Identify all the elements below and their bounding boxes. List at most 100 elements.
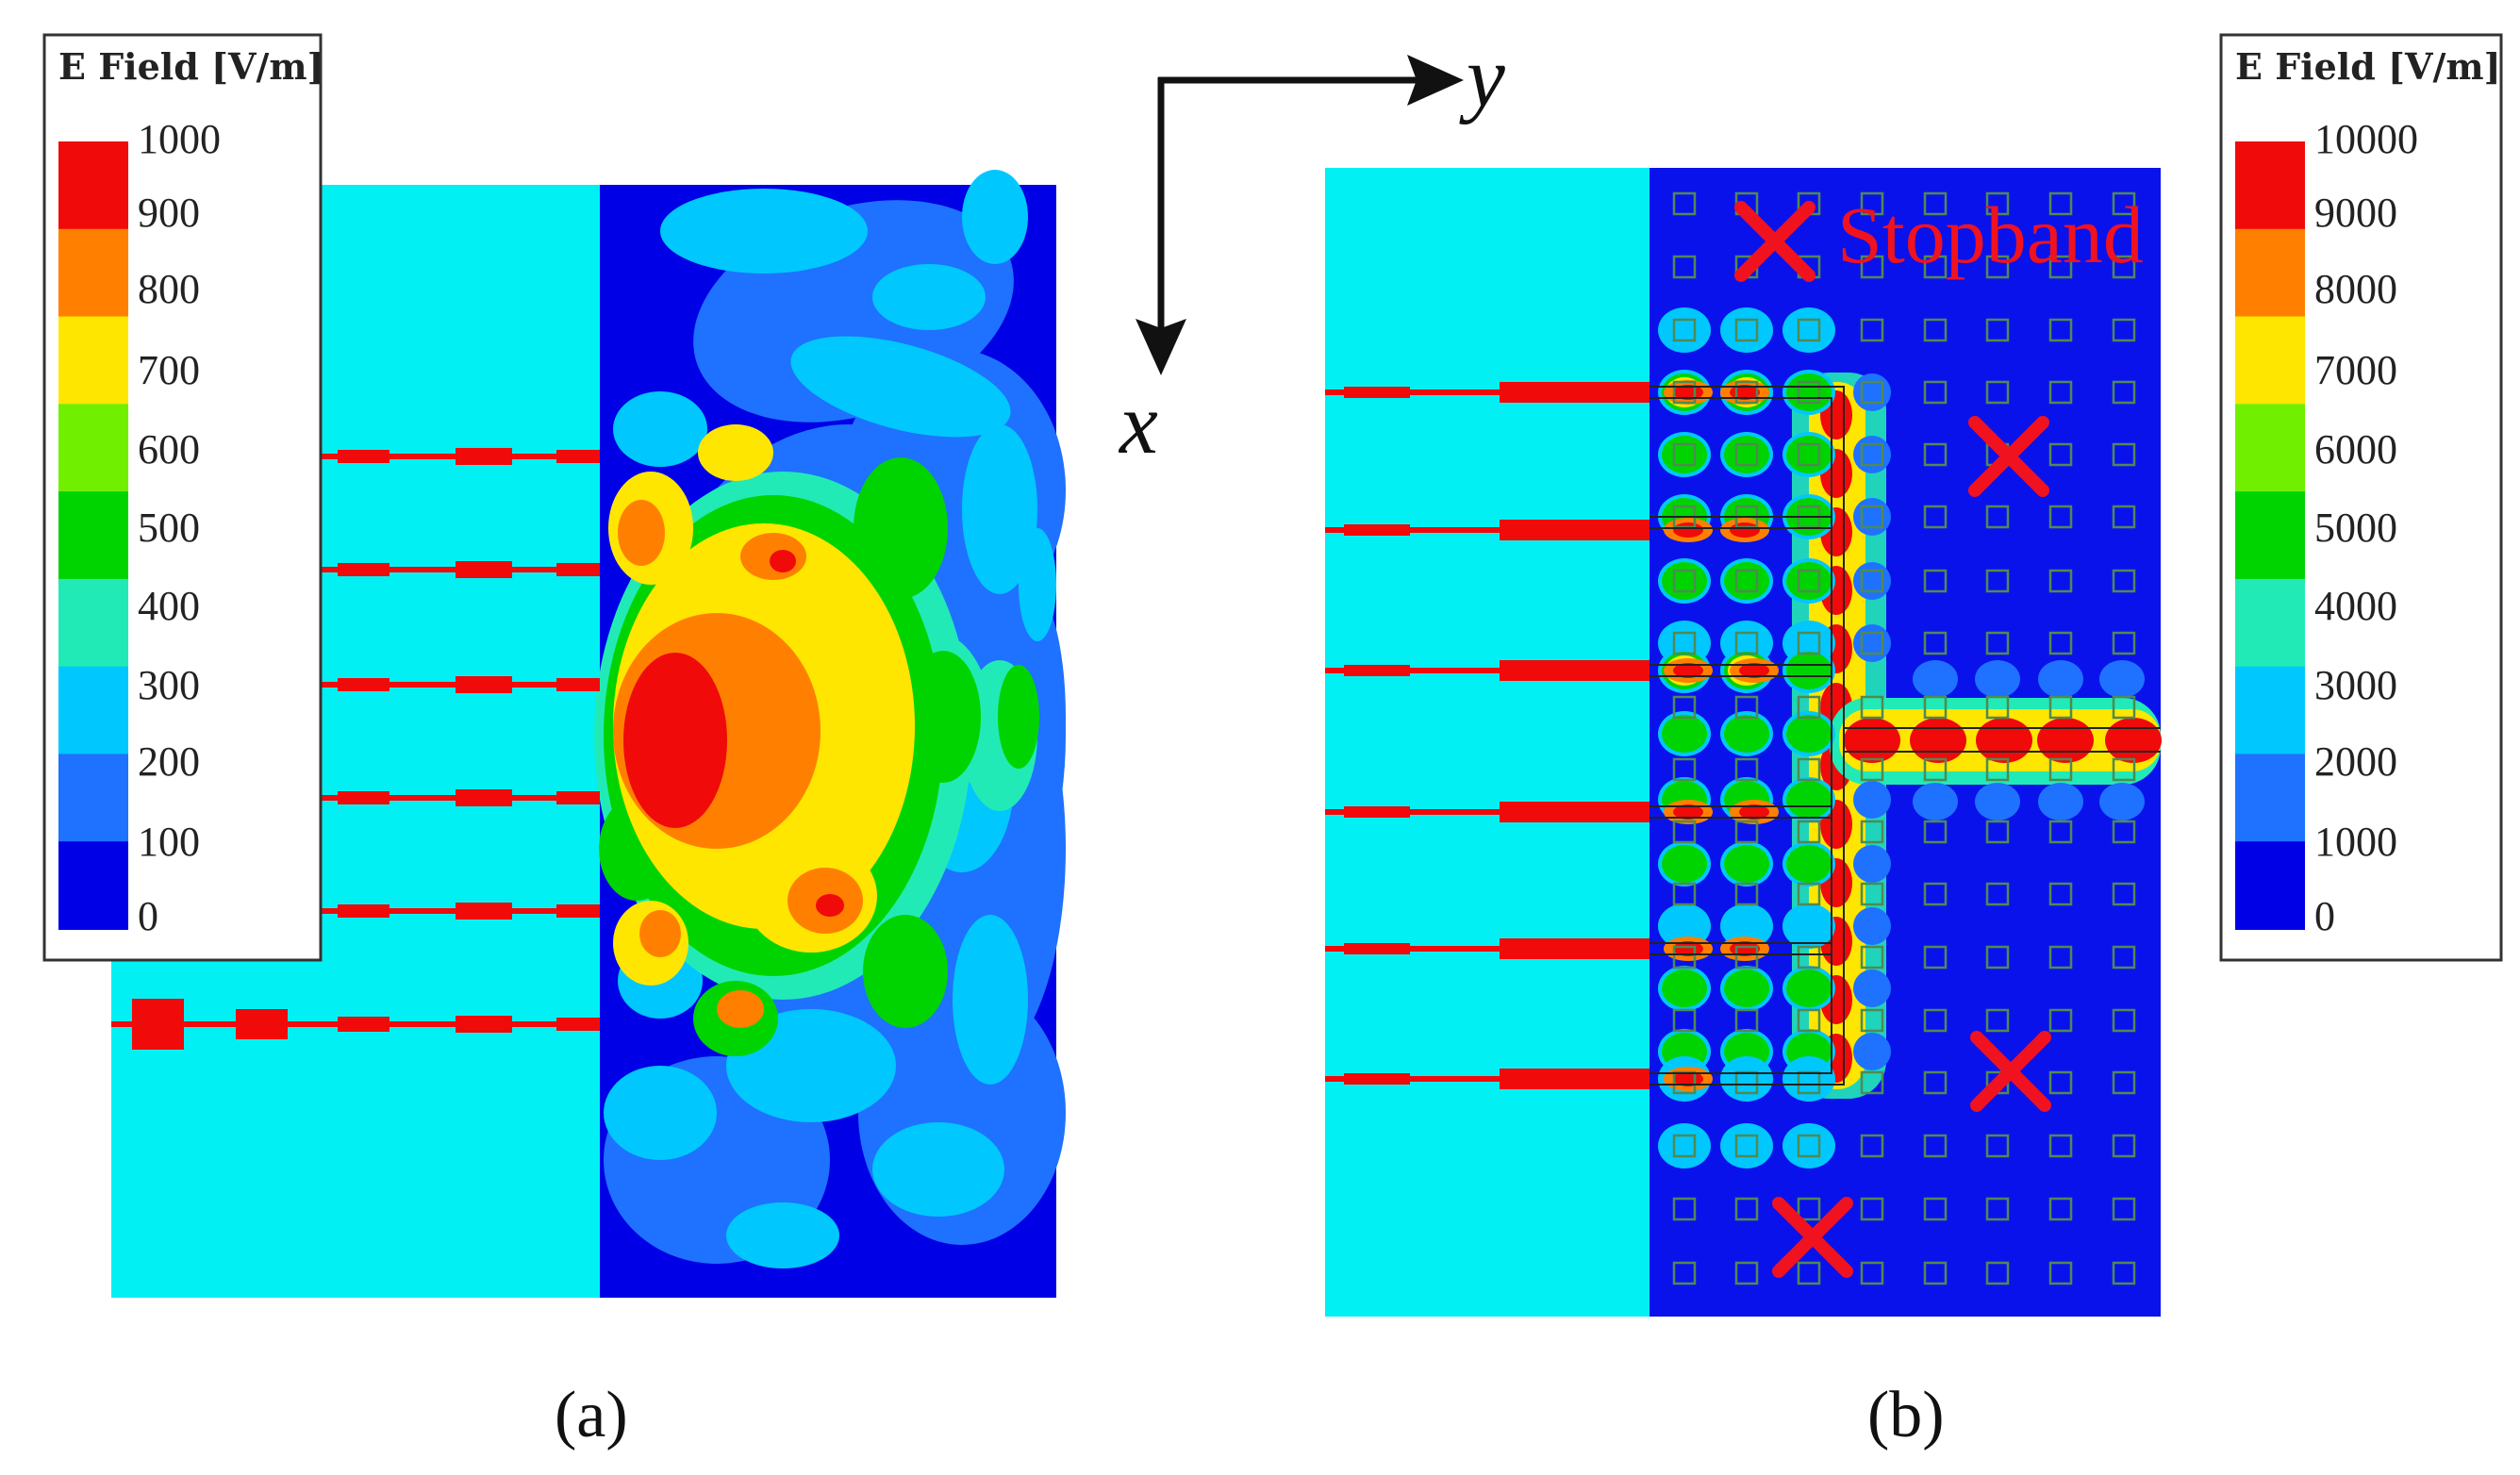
unit-cell (2112, 1070, 2136, 1095)
legend-swatch (58, 578, 128, 668)
feed-pad (338, 450, 390, 463)
unit-cell (1923, 255, 1948, 279)
unit-cell (1923, 757, 1948, 782)
unit-cell (2112, 569, 2136, 593)
unit-cell (1797, 1197, 1821, 1221)
legend-color-scale (2235, 141, 2305, 930)
unit-cell (2048, 1261, 2073, 1285)
unit-cell (1860, 255, 1884, 279)
unit-cell (1672, 945, 1697, 970)
unit-cell (2048, 255, 2073, 279)
legend-ticks: 1000090008000700060005000400030002000100… (2314, 116, 2418, 939)
unit-cell (1923, 380, 1948, 405)
unit-cell (1923, 1197, 1948, 1221)
unit-cell (1672, 631, 1697, 655)
unit-cell (1672, 318, 1697, 342)
legend-tick-label: 5000 (2314, 505, 2397, 551)
feed-pad (1561, 660, 1650, 681)
unit-cell (1797, 631, 1821, 655)
unit-cell (1923, 695, 1948, 720)
feed-pad (1561, 802, 1650, 822)
unit-cell (1985, 882, 2010, 906)
feed-pad (556, 904, 600, 918)
legend-swatch (2235, 316, 2305, 406)
unit-cell (1985, 1134, 2010, 1158)
feed-pad (1500, 520, 1561, 540)
legend-tick-label: 1000 (2314, 819, 2397, 865)
feed-pad (338, 904, 390, 918)
legend-tick-label: 300 (138, 662, 200, 708)
unit-cell (1734, 569, 1759, 593)
unit-cell (1985, 820, 2010, 844)
panel-b-unit-cells (1672, 191, 2136, 1285)
unit-cell (2112, 442, 2136, 467)
unit-cell (1672, 695, 1697, 720)
unit-cell (2048, 882, 2073, 906)
y-axis-label: y (1459, 28, 1505, 124)
unit-cell (2112, 191, 2136, 216)
unit-cell (2112, 631, 2136, 655)
stopband-cross-icon (1968, 416, 2049, 497)
legend-tick-label: 600 (138, 426, 200, 472)
feed-pad (1561, 382, 1650, 403)
unit-cell (1797, 1008, 1821, 1033)
unit-cell (1672, 820, 1697, 844)
legend-swatch (58, 754, 128, 843)
unit-cell (2048, 820, 2073, 844)
feed-pad (1561, 938, 1650, 959)
unit-cell (1734, 1261, 1759, 1285)
feed-pad (556, 1018, 600, 1031)
unit-cell (2048, 945, 2073, 970)
unit-cell (1860, 1070, 1884, 1095)
feed-pad (556, 450, 600, 463)
panel-a (111, 170, 1066, 1298)
unit-cell (1860, 882, 1884, 906)
feed-pad (1344, 806, 1410, 818)
legend-tick-label: 2000 (2314, 738, 2397, 785)
legend-swatch (58, 841, 128, 930)
unit-cell (1672, 1134, 1697, 1158)
unit-cell (1923, 1008, 1948, 1033)
unit-cell (1985, 380, 2010, 405)
legend-tick-label: 4000 (2314, 583, 2397, 629)
unit-cell (2112, 945, 2136, 970)
unit-cell (2048, 1070, 2073, 1095)
legend-tick-label: 7000 (2314, 347, 2397, 393)
unit-cell (1797, 820, 1821, 844)
legend-tick-label: 10000 (2314, 116, 2418, 162)
unit-cell (1672, 380, 1697, 405)
unit-cell (1860, 1261, 1884, 1285)
unit-cell (1797, 945, 1821, 970)
legend-swatch (58, 666, 128, 755)
legend-swatch (2235, 841, 2305, 930)
feed-pad (1344, 1073, 1410, 1085)
unit-cell (1734, 695, 1759, 720)
feed-pad (338, 563, 390, 576)
unit-cell (1923, 945, 1948, 970)
unit-cell (2112, 1261, 2136, 1285)
legend-swatch (2235, 754, 2305, 843)
unit-cell (1797, 318, 1821, 342)
legend-tick-label: 0 (138, 893, 158, 939)
legend-tick-label: 500 (138, 505, 200, 551)
feed-pad (456, 448, 512, 465)
legend-tick-label: 3000 (2314, 662, 2397, 708)
unit-cell (1797, 1134, 1821, 1158)
legend-tick-label: 100 (138, 819, 200, 865)
x-axis-label: x (1118, 375, 1158, 472)
feed-pad (338, 791, 390, 804)
legend-swatch (2235, 666, 2305, 755)
unit-cell (1734, 820, 1759, 844)
unit-cell (2048, 1197, 2073, 1221)
unit-cell (2112, 505, 2136, 529)
unit-cell (1860, 1134, 1884, 1158)
panel-a-legend: E Field [V/m] 10009008007006005004003002… (42, 33, 324, 962)
unit-cell (2112, 255, 2136, 279)
legend-swatch (2235, 228, 2305, 318)
feed-pad (1561, 1069, 1650, 1089)
feed-pad (1500, 1069, 1561, 1089)
panel-b-feed-network (1325, 382, 1650, 1089)
unit-cell (1985, 318, 2010, 342)
